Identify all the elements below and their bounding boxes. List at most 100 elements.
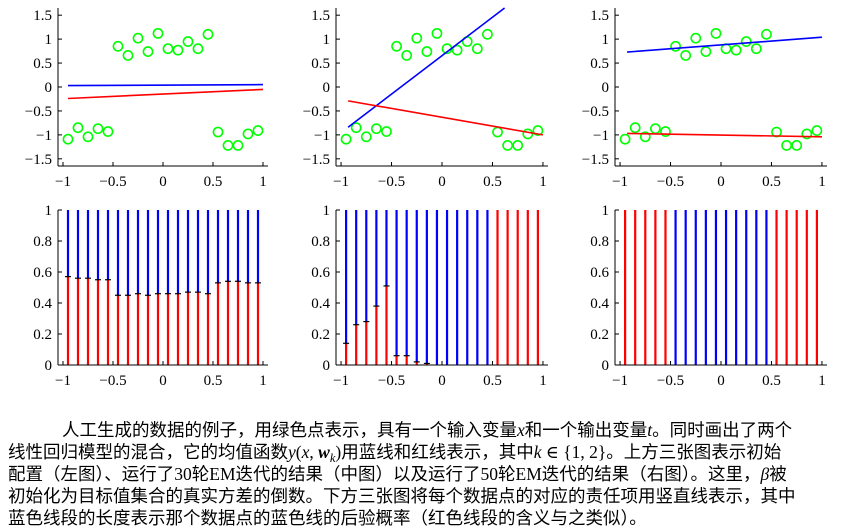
caption-math: x — [517, 420, 525, 440]
x-tick-label: −0.5 — [657, 373, 684, 389]
data-point — [451, 44, 463, 56]
caption-line: 蓝色线段的长度表示那个数据点的蓝色线的后验概率（红色线段的含义与之类似）。 — [8, 507, 848, 529]
caption-math: β — [760, 464, 770, 484]
data-point — [660, 126, 671, 137]
data-point — [381, 126, 392, 137]
data-point — [370, 123, 382, 135]
y-tick-label: 1.5 — [590, 8, 609, 24]
data-point — [750, 43, 762, 55]
caption-text: ( — [295, 442, 302, 462]
data-point — [482, 28, 493, 40]
caption-text: ) — [335, 442, 342, 462]
caption-text: 人工生成的数据的例子，用绿色点表示，具有一个输入变量 — [62, 420, 517, 440]
y-tick-label: −1.5 — [303, 152, 330, 168]
data-point — [761, 28, 772, 40]
y-tick-label: 0.8 — [33, 234, 52, 250]
y-tick-label: 1 — [602, 32, 610, 48]
x-tick-label: 0.5 — [204, 174, 223, 190]
data-point — [639, 131, 651, 143]
x-tick-label: 0.5 — [762, 373, 781, 389]
caption-text: , — [309, 442, 319, 462]
data-point — [182, 36, 194, 47]
caption-math: t — [647, 420, 653, 440]
scatter-panel: 1.510.50−0.5−1−1.5−1 −0.5 0 0.5 1 — [582, 8, 827, 190]
y-tick-label: −0.5 — [25, 104, 52, 120]
data-point — [680, 50, 692, 61]
data-point — [62, 133, 74, 145]
caption-text: 被 — [769, 464, 787, 484]
data-point — [421, 46, 433, 57]
figure-plots: 1.510.50−0.5−1−1.5−1 −0.5 0 0.5 11.510.50−0.… — [25, 7, 827, 389]
y-tick-label: −0.5 — [582, 104, 609, 120]
x-tick-label: 0 — [159, 174, 167, 190]
data-point — [212, 126, 224, 138]
y-tick-label: 0 — [602, 80, 610, 96]
data-point — [619, 133, 631, 145]
data-point — [700, 46, 712, 57]
x-tick-label: −0.5 — [378, 174, 405, 190]
data-point — [232, 140, 244, 151]
y-tick-label: 1 — [323, 32, 331, 48]
x-tick-label: 0 — [717, 373, 725, 389]
caption-line: 配置（左图）、运行了30轮EM迭代的结果（中图）以及运行了50轮EM迭代的结果（… — [8, 463, 848, 485]
y-tick-label: −1 — [593, 128, 609, 144]
data-point — [92, 123, 104, 135]
data-point — [132, 32, 144, 44]
data-point — [360, 131, 372, 143]
data-point — [122, 50, 134, 61]
x-tick-label: 1 — [539, 174, 547, 190]
data-point — [532, 125, 544, 136]
data-point — [431, 27, 443, 39]
data-point — [811, 125, 823, 136]
caption-line: 初始化为目标值集合的真实方差的倒数。下方三张图将每个数据点的对应的责任项用竖直线… — [8, 485, 848, 507]
x-tick-label: 0.5 — [762, 174, 781, 190]
blue-regression-line — [627, 36, 823, 53]
data-point — [242, 128, 254, 140]
y-tick-label: 1 — [323, 203, 331, 219]
data-point — [492, 126, 503, 138]
caption-text: 初始化为目标值集合的真实方差的倒数。下方三张图将每个数据点的对应的责任项用竖直线… — [8, 486, 796, 506]
y-tick-label: 1 — [602, 203, 610, 219]
data-point — [791, 140, 803, 151]
data-point — [391, 40, 402, 52]
x-tick-label: −0.5 — [99, 373, 126, 389]
caption-math: x — [301, 442, 310, 462]
y-tick-label: 0.5 — [590, 56, 609, 72]
caption-text: 配置（左图）、运行了30轮EM迭代的结果（中图）以及运行了50轮EM迭代的结果（… — [8, 464, 761, 484]
y-tick-label: 0 — [323, 80, 331, 96]
y-tick-label: 0 — [323, 358, 331, 374]
y-tick-label: 0.8 — [590, 234, 609, 250]
y-tick-label: 1 — [45, 203, 53, 219]
data-point — [202, 28, 214, 40]
data-point — [152, 27, 164, 39]
y-tick-label: 0.4 — [590, 296, 609, 312]
y-tick-label: −1.5 — [582, 152, 609, 168]
responsibility-panel: 10.80.60.40.20−1 −0.5 0 0.5 1 — [311, 203, 548, 389]
y-tick-label: 0.2 — [311, 327, 330, 343]
red-regression-line — [347, 100, 544, 136]
data-point — [502, 140, 514, 151]
y-tick-label: 0.2 — [33, 327, 52, 343]
data-point — [112, 40, 124, 52]
x-tick-label: 1 — [259, 174, 267, 190]
x-tick-label: −1 — [612, 174, 628, 190]
y-tick-label: 0.5 — [311, 56, 330, 72]
data-point — [512, 140, 524, 151]
data-point — [72, 122, 84, 134]
x-tick-label: 0.5 — [204, 373, 223, 389]
x-tick-label: −1 — [55, 174, 71, 190]
caption-math: k — [533, 442, 542, 462]
data-point — [471, 43, 483, 55]
blue-regression-line — [347, 7, 506, 128]
x-tick-label: −0.5 — [378, 373, 405, 389]
x-tick-label: −1 — [333, 373, 349, 389]
x-tick-label: 0 — [717, 174, 725, 190]
caption-text: 蓝色线段的长度表示那个数据点的蓝色线的后验概率（红色线段的含义与之类似）。 — [8, 508, 647, 528]
caption-line: 人工生成的数据的例子，用绿色点表示，具有一个输入变量x和一个输出变量t。同时画出… — [62, 419, 848, 441]
x-tick-label: 1 — [539, 373, 547, 389]
x-tick-label: −1 — [55, 373, 71, 389]
y-tick-label: 0.4 — [33, 296, 52, 312]
y-tick-label: 0.8 — [311, 234, 330, 250]
scatter-panel: 1.510.50−0.5−1−1.5−1 −0.5 0 0.5 1 — [303, 7, 548, 190]
y-tick-label: 0.2 — [590, 327, 609, 343]
